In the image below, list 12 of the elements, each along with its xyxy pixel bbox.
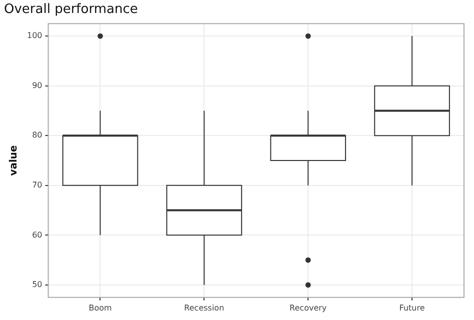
x-tick-label: Recovery: [290, 303, 327, 312]
y-tick-label: 60: [32, 230, 42, 240]
x-tick-label: Recession: [184, 303, 224, 312]
y-tick-label: 100: [26, 31, 42, 40]
y-tick-label: 50: [32, 280, 42, 290]
chart-title: Overall performance: [4, 2, 138, 18]
y-tick-label: 80: [32, 130, 42, 140]
x-tick-label: Future: [399, 303, 425, 312]
y-axis-title: value: [8, 144, 20, 176]
x-tick-label: Boom: [88, 303, 112, 312]
y-tick-label: 70: [32, 180, 42, 190]
y-tick-label: 90: [32, 80, 42, 90]
